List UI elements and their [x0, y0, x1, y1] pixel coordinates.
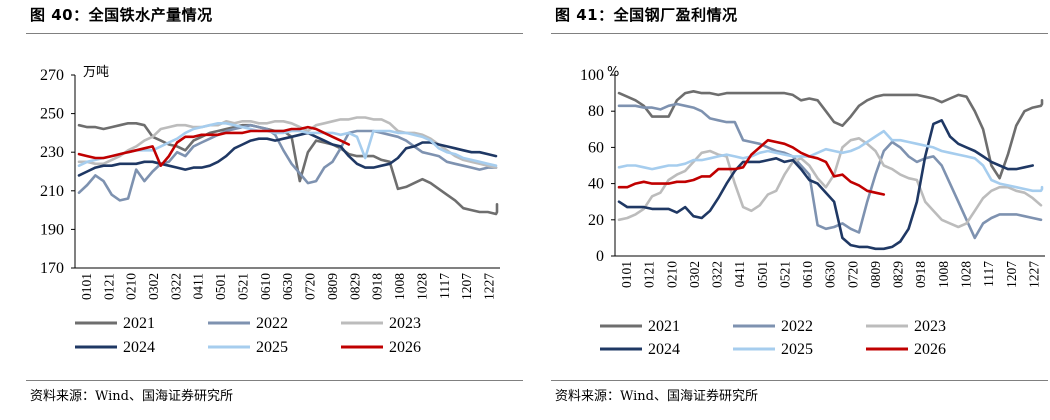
y-tick-label: 250	[40, 106, 64, 123]
x-tick-label: 0630	[280, 273, 295, 300]
x-tick-label: 0501	[755, 261, 770, 288]
source-note: 资料来源：Wind、国海证券研究所	[30, 389, 233, 404]
x-tick-label: 0829	[347, 273, 362, 300]
x-tick-label: 0720	[303, 273, 318, 300]
x-tick-label: 0322	[168, 273, 183, 300]
x-tick-label: 0501	[213, 273, 228, 300]
y-tick-label: 270	[40, 67, 64, 84]
x-tick-label: 0101	[79, 273, 94, 300]
series-line-2024	[77, 131, 498, 177]
x-tick-label: 0210	[664, 261, 679, 288]
x-tick-label: 0101	[619, 261, 634, 288]
legend-label-2022: 2022	[781, 318, 813, 335]
series-line-2022	[77, 123, 498, 202]
x-tick-label: 0809	[868, 261, 883, 288]
y-tick-label: 170	[40, 260, 64, 277]
x-tick-label: 0411	[732, 261, 747, 288]
source-divider	[551, 380, 1048, 381]
x-tick-label: 0829	[891, 261, 906, 288]
x-tick-label: 0121	[101, 273, 116, 300]
x-tick-label: 1227	[1026, 261, 1041, 288]
y-tick-label: 230	[40, 144, 64, 161]
series-line-2022	[617, 102, 1043, 240]
series-line-2023	[77, 116, 498, 169]
series-line-2026	[77, 125, 351, 167]
y-tick-label: 20	[588, 212, 604, 229]
x-tick-label: 0121	[642, 261, 657, 288]
x-tick-label: 0918	[913, 261, 928, 288]
source-note: 资料来源：Wind、国海证券研究所	[555, 389, 758, 404]
chart-title: 图 41：全国钢厂盈利情况	[555, 6, 738, 24]
legend-label-2022: 2022	[256, 315, 288, 332]
series-line-2025	[617, 129, 1044, 193]
x-tick-label: 0809	[325, 273, 340, 300]
x-tick-label: 1207	[459, 273, 474, 300]
y-unit-label: 万吨	[83, 65, 109, 80]
x-tick-label: 0210	[124, 273, 139, 300]
x-tick-label: 1207	[1004, 261, 1019, 288]
x-tick-label: 1028	[414, 273, 429, 300]
legend-label-2024: 2024	[123, 339, 155, 356]
legend-label-2026: 2026	[389, 339, 421, 356]
legend-label-2021: 2021	[123, 315, 155, 332]
chart-panel-steel-output: 图 40：全国铁水产量情况 170 190 210 230 250 270 万吨 0101 01…	[26, 6, 523, 404]
x-tick-label: 0322	[710, 261, 725, 288]
x-tick-label: 1117	[981, 261, 996, 287]
x-tick-label: 1227	[482, 273, 497, 300]
chart-title: 图 40：全国铁水产量情况	[30, 6, 213, 24]
legend-label-2024: 2024	[648, 341, 680, 358]
series-line-2023	[617, 137, 1043, 229]
x-tick-label: 1008	[936, 261, 951, 288]
title-divider	[551, 33, 1048, 34]
x-tick-label: 0610	[258, 273, 273, 300]
steel-mill-profitability-line-chart: 0 20 40 60 80 100 % 0101 0121 0210 0302 0322 0411 050…	[580, 65, 1045, 358]
series-line-2026	[617, 138, 886, 196]
x-tick-label: 0610	[800, 261, 815, 288]
x-tick-label: 0411	[191, 273, 206, 300]
y-tick-label: 0	[596, 248, 604, 265]
series-line-2025	[77, 122, 498, 167]
legend-label-2021: 2021	[648, 318, 680, 335]
y-unit-label: %	[607, 65, 619, 80]
y-tick-label: 40	[588, 176, 604, 193]
y-tick-label: 210	[40, 183, 64, 200]
x-tick-label: 0302	[146, 273, 161, 300]
legend-label-2026: 2026	[914, 341, 946, 358]
y-tick-label: 60	[588, 139, 604, 156]
x-tick-label: 0521	[777, 261, 792, 288]
y-tick-label: 100	[580, 67, 604, 84]
source-divider	[26, 380, 523, 381]
x-tick-label: 1117	[437, 273, 452, 299]
x-tick-label: 1028	[959, 261, 974, 288]
series-line-2021	[617, 89, 1044, 180]
x-tick-label: 0720	[845, 261, 860, 288]
legend-label-2023: 2023	[914, 318, 946, 335]
x-tick-label: 1008	[392, 273, 407, 300]
legend-label-2023: 2023	[389, 315, 421, 332]
x-tick-label: 0302	[687, 261, 702, 288]
legend-label-2025: 2025	[781, 341, 813, 358]
legend-label-2025: 2025	[256, 339, 288, 356]
x-tick-label: 0630	[823, 261, 838, 288]
series-line-2024	[617, 119, 1035, 251]
x-tick-label: 0918	[370, 273, 385, 300]
hot-metal-output-line-chart: 170 190 210 230 250 270 万吨 0101 0121 0210 0302 0322…	[40, 65, 500, 356]
title-divider	[26, 33, 523, 34]
x-tick-label: 0521	[235, 273, 250, 300]
series-line-2021	[77, 122, 499, 216]
y-tick-label: 80	[588, 103, 604, 120]
chart-panel-steel-profit: 图 41：全国钢厂盈利情况 0 20 40 60 80 100% 0101 0121 0210 0…	[525, 0, 1050, 420]
y-tick-label: 190	[40, 221, 64, 238]
